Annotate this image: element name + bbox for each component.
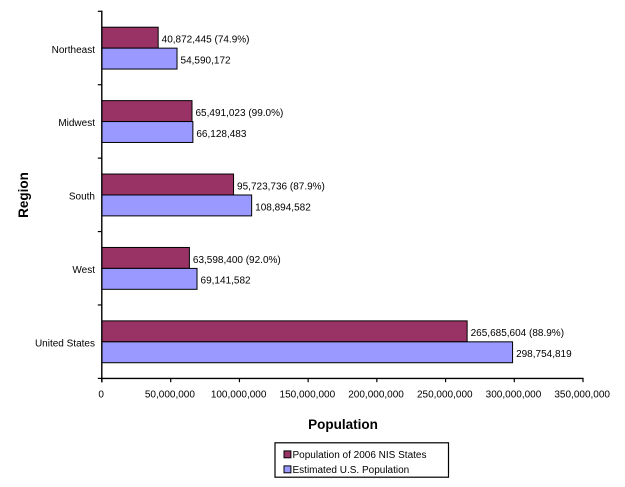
svg-text:66,128,483: 66,128,483 xyxy=(196,129,246,140)
svg-text:150,000,000: 150,000,000 xyxy=(280,390,336,401)
svg-text:West: West xyxy=(72,265,95,276)
svg-text:Estimated U.S. Population: Estimated U.S. Population xyxy=(293,465,410,476)
svg-text:40,872,445 (74.9%): 40,872,445 (74.9%) xyxy=(162,35,250,46)
svg-text:65,491,023 (99.0%): 65,491,023 (99.0%) xyxy=(196,108,284,119)
svg-text:298,754,819: 298,754,819 xyxy=(516,349,572,360)
svg-text:300,000,000: 300,000,000 xyxy=(486,390,542,401)
svg-text:54,590,172: 54,590,172 xyxy=(181,55,231,66)
svg-text:108,894,582: 108,894,582 xyxy=(255,202,311,213)
svg-text:265,685,604 (88.9%): 265,685,604 (88.9%) xyxy=(471,328,564,339)
svg-text:95,723,736 (87.9%): 95,723,736 (87.9%) xyxy=(237,181,325,192)
svg-text:350,000,000: 350,000,000 xyxy=(554,390,610,401)
svg-text:Population of 2006 NIS States: Population of 2006 NIS States xyxy=(293,450,427,461)
svg-text:South: South xyxy=(69,192,95,203)
svg-text:100,000,000: 100,000,000 xyxy=(211,390,267,401)
svg-text:Population: Population xyxy=(308,417,378,432)
svg-text:50,000,000: 50,000,000 xyxy=(145,390,195,401)
svg-text:Midwest: Midwest xyxy=(58,118,95,129)
svg-text:69,141,582: 69,141,582 xyxy=(201,276,251,287)
svg-text:United States: United States xyxy=(35,338,95,349)
svg-text:200,000,000: 200,000,000 xyxy=(348,390,404,401)
svg-text:Region: Region xyxy=(16,172,31,218)
svg-text:Northeast: Northeast xyxy=(52,45,96,56)
svg-text:63,598,400 (92.0%): 63,598,400 (92.0%) xyxy=(193,255,281,266)
svg-text:0: 0 xyxy=(98,390,104,401)
svg-text:250,000,000: 250,000,000 xyxy=(417,390,473,401)
